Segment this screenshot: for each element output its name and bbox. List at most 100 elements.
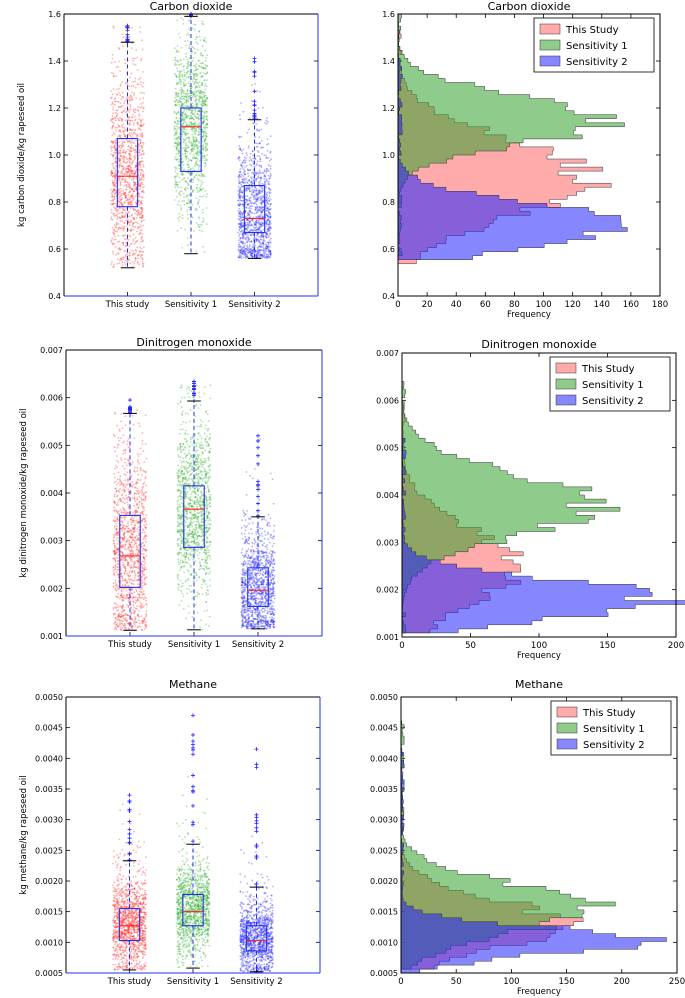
data-point	[258, 169, 261, 172]
data-point	[242, 168, 245, 171]
data-point	[122, 544, 125, 547]
data-point	[133, 526, 136, 529]
data-point	[122, 242, 124, 245]
data-point	[116, 569, 119, 571]
data-point	[179, 204, 182, 207]
data-point	[128, 198, 131, 200]
data-point	[142, 170, 145, 173]
data-point	[118, 201, 121, 204]
data-point	[121, 264, 124, 266]
data-point	[238, 145, 241, 148]
data-point	[121, 214, 124, 217]
data-point	[133, 606, 135, 609]
data-point	[117, 460, 120, 463]
data-point	[137, 453, 139, 455]
data-point	[263, 181, 266, 184]
data-point	[117, 100, 119, 103]
data-point	[238, 229, 241, 231]
data-point	[129, 141, 132, 144]
data-point	[264, 121, 266, 124]
data-point	[242, 250, 244, 253]
data-point	[240, 227, 242, 230]
data-point	[125, 168, 128, 170]
data-point	[116, 444, 119, 447]
data-point	[130, 519, 133, 521]
data-point	[176, 120, 179, 123]
data-point	[137, 109, 139, 111]
data-point	[120, 144, 122, 147]
data-point	[137, 530, 139, 533]
data-point	[138, 213, 141, 216]
data-point	[194, 52, 196, 55]
data-point	[124, 579, 127, 582]
data-point	[176, 45, 179, 47]
data-point	[247, 145, 250, 147]
data-point	[140, 474, 143, 477]
data-point	[204, 83, 207, 86]
data-point	[200, 71, 203, 74]
data-point	[121, 511, 123, 514]
data-point	[178, 101, 180, 104]
data-point	[130, 613, 133, 616]
data-point	[206, 85, 208, 88]
data-point	[124, 570, 127, 572]
data-point	[124, 58, 126, 61]
data-point	[123, 181, 126, 184]
data-point	[125, 97, 128, 100]
data-point	[133, 253, 135, 255]
data-point	[259, 189, 262, 192]
data-point	[176, 173, 179, 176]
data-point	[142, 165, 145, 168]
data-point	[120, 629, 122, 631]
data-point	[136, 605, 139, 608]
data-point	[145, 597, 147, 600]
data-point	[119, 184, 122, 187]
data-point	[123, 102, 125, 105]
data-point	[257, 197, 259, 200]
data-point	[205, 195, 208, 198]
data-point	[140, 145, 143, 147]
data-point	[141, 214, 144, 217]
data-point	[123, 100, 126, 102]
data-point	[268, 200, 271, 202]
data-point	[174, 170, 177, 173]
data-point	[126, 160, 129, 163]
data-point	[114, 185, 116, 188]
data-point	[139, 211, 142, 213]
data-point	[120, 509, 122, 511]
data-point	[130, 541, 133, 543]
x-tick-label: 180	[652, 300, 668, 310]
data-point	[125, 597, 128, 600]
data-point	[194, 23, 197, 26]
data-point	[123, 129, 126, 132]
data-point	[198, 199, 200, 202]
data-point	[195, 144, 198, 147]
data-point	[117, 228, 120, 231]
data-point	[142, 483, 145, 485]
data-point	[237, 243, 240, 246]
data-point	[129, 196, 131, 199]
data-point	[182, 23, 185, 25]
data-point	[123, 157, 125, 160]
data-point	[265, 180, 267, 183]
data-point	[110, 172, 113, 175]
x-tick-label: 160	[623, 300, 639, 310]
data-point	[128, 99, 131, 102]
data-point	[259, 199, 262, 202]
data-point	[113, 98, 116, 101]
data-point	[112, 203, 115, 206]
y-tick-label: 1.4	[48, 57, 61, 66]
data-point	[196, 153, 199, 156]
data-point	[114, 450, 117, 453]
data-point	[120, 106, 122, 109]
data-point	[250, 176, 252, 179]
data-point	[134, 610, 137, 613]
data-point	[118, 166, 121, 169]
data-point	[115, 532, 117, 534]
data-point	[120, 105, 122, 108]
data-point	[123, 473, 126, 475]
data-point	[116, 241, 119, 244]
data-point	[115, 584, 118, 587]
data-point	[120, 558, 122, 561]
data-point	[124, 528, 127, 530]
